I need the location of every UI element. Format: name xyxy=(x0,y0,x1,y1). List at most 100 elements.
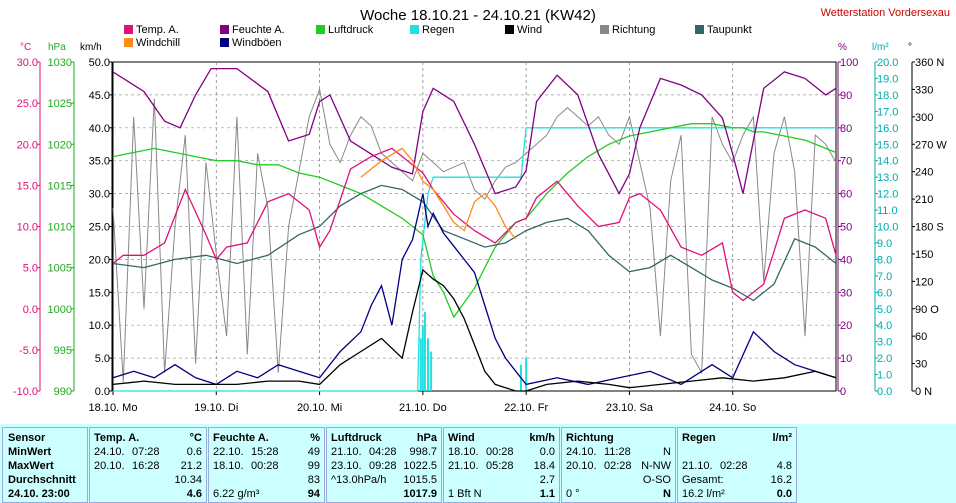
y-tick-label-temp: 5.0 xyxy=(23,263,38,275)
stats-cell-date: 21.10. xyxy=(682,460,713,472)
legend-swatch-taupunkt xyxy=(695,25,704,34)
stats-cell-value: 1.1 xyxy=(539,488,555,500)
stats-panel-4: Richtung 24.10. 11:28 N 20.10. 02:28 N-NW O-SO 0… xyxy=(561,427,676,503)
y-tick-label-dir: 0 N xyxy=(915,386,932,398)
y-tick-label-lm2: 7.0 xyxy=(877,271,892,283)
stats-cell-date: 1 Bft N xyxy=(448,488,482,500)
stats-cell-date: Gesamt: xyxy=(682,474,724,486)
y-tick-label-dir: 270 W xyxy=(915,139,947,151)
stats-row-label: MinWert xyxy=(8,446,52,458)
y-tick-label-lm2: 5.0 xyxy=(877,304,892,316)
weather-chart: Woche 18.10.21 - 24.10.21 (KW42) Wetters… xyxy=(12,7,950,414)
y-tick-label-kmh: 40.0 xyxy=(89,123,110,135)
y-tick-label-lm2: 12.0 xyxy=(877,189,898,201)
stats-panel-unit: °C xyxy=(189,432,202,444)
stats-cell-value: 1017.9 xyxy=(403,488,437,500)
stats-cell-value: 0.6 xyxy=(186,446,202,458)
y-tick-label-dir: 120 xyxy=(915,276,933,288)
legend-label-windchill: Windchill xyxy=(136,37,180,49)
y-tick-label-pct: 30 xyxy=(840,287,852,299)
stats-cell-date: 20.10. xyxy=(566,460,597,472)
stats-cell-time: 16:28 xyxy=(132,460,160,472)
y-tick-label-hpa: 1005 xyxy=(48,263,72,275)
y-tick-label-temp: 25.0 xyxy=(17,98,38,110)
stats-row-label: MaxWert xyxy=(8,460,54,472)
unit-temp: °C xyxy=(20,42,31,53)
stats-panel-unit: % xyxy=(310,432,320,444)
stats-cell-time: 09:28 xyxy=(369,460,397,472)
stats-panel-unit: l/m² xyxy=(772,432,792,444)
y-tick-label-temp: -5.0 xyxy=(19,345,38,357)
stats-panel-unit: km/h xyxy=(529,432,555,444)
x-tick-label: 21.10. Do xyxy=(399,402,447,414)
stats-cell-date: 24.10. xyxy=(94,446,125,458)
rain-bar xyxy=(427,338,430,391)
y-tick-label-kmh: 20.0 xyxy=(89,254,110,266)
y-tick-label-lm2: 13.0 xyxy=(877,172,898,184)
y-tick-label-kmh: 25.0 xyxy=(89,222,110,234)
legend-swatch-temp xyxy=(124,25,133,34)
y-tick-label-dir: 180 S xyxy=(915,222,944,234)
x-tick-label: 19.10. Di xyxy=(194,402,238,414)
series-wind xyxy=(112,268,837,392)
y-tick-label-dir: 30 xyxy=(915,359,927,371)
stats-panel-0: Temp. A. °C 24.10. 07:28 0.6 20.10. 16:28 21.2 1… xyxy=(89,427,207,503)
y-tick-label-temp: -10.0 xyxy=(13,386,38,398)
stats-panel-3: Wind km/h 18.10. 00:28 0.0 21.10. 05:28 18.4 2.7… xyxy=(443,427,560,503)
y-tick-label-kmh: 5.0 xyxy=(95,353,110,365)
series-feuchte xyxy=(112,67,837,196)
y-tick-label-hpa: 1010 xyxy=(48,222,72,234)
stats-cell-value: 1022.5 xyxy=(403,460,437,472)
legend-swatch-wind xyxy=(505,25,514,34)
y-tick-label-dir: 150 xyxy=(915,249,933,261)
y-tick-label-pct: 50 xyxy=(840,222,852,234)
unit-hpa: hPa xyxy=(48,42,66,53)
stats-cell-date: 22.10. xyxy=(213,446,244,458)
stats-row-label: Durchschnitt xyxy=(8,474,76,486)
stats-cell-time: 15:28 xyxy=(251,446,279,458)
stats-panel-sensor: Sensor MinWert MaxWert Durchschnitt 24.10. 2… xyxy=(2,427,88,503)
y-tick-label-dir: 210 xyxy=(915,194,933,206)
legend-label-windboeen: Windböen xyxy=(232,37,282,49)
stats-cell-date: ^13.0hPa/h xyxy=(331,474,387,486)
stats-cell-value: O-SO xyxy=(642,474,671,486)
y-tick-label-kmh: 30.0 xyxy=(89,189,110,201)
statistics-table: Sensor MinWert MaxWert Durchschnitt 24.10. 2… xyxy=(0,424,956,503)
stats-panel-5: Regen l/m² 21.10. 02:28 4.8 Gesamt: 16.2 16.2 … xyxy=(677,427,797,503)
y-tick-label-hpa: 990 xyxy=(54,386,72,398)
y-tick-label-pct: 90 xyxy=(840,90,852,102)
plot-area xyxy=(112,67,837,392)
stats-header: Sensor xyxy=(8,432,46,444)
series-windchill xyxy=(360,147,517,240)
y-tick-label-kmh: 15.0 xyxy=(89,287,110,299)
stats-cell-value: 16.2 xyxy=(770,474,792,486)
y-tick-label-temp: 30.0 xyxy=(17,57,38,69)
stats-cell-time: 00:28 xyxy=(251,460,279,472)
y-tick-label-lm2: 17.0 xyxy=(877,106,898,118)
stats-panel-unit: hPa xyxy=(416,432,437,444)
legend-swatch-feuchte xyxy=(220,25,229,34)
stats-cell-value: 99 xyxy=(307,460,320,472)
y-tick-label-pct: 0 xyxy=(840,386,846,398)
y-tick-label-pct: 70 xyxy=(840,156,852,168)
stats-cell-value: 10.34 xyxy=(174,474,202,486)
y-tick-label-hpa: 1015 xyxy=(48,180,72,192)
rain-bar xyxy=(419,338,422,391)
y-tick-label-kmh: 35.0 xyxy=(89,156,110,168)
y-tick-label-hpa: 1020 xyxy=(48,139,72,151)
stats-cell-value: 83 xyxy=(307,474,320,486)
stats-cell-value: 4.8 xyxy=(776,460,792,472)
stats-cell-value: 2.7 xyxy=(539,474,555,486)
y-tick-label-dir: 360 N xyxy=(915,57,944,69)
stats-cell-time: 02:28 xyxy=(720,460,748,472)
y-tick-label-kmh: 50.0 xyxy=(89,57,110,69)
stats-cell-value: 4.6 xyxy=(186,488,202,500)
legend-label-temp: Temp. A. xyxy=(136,24,179,36)
y-tick-label-temp: 20.0 xyxy=(17,139,38,151)
stats-cell-time: 00:28 xyxy=(486,446,514,458)
stats-cell-date: 16.2 l/m² xyxy=(682,488,725,500)
series-luftdruck xyxy=(112,123,837,319)
unit-lm2: l/m² xyxy=(872,42,889,53)
stats-panel-title: Luftdruck xyxy=(331,432,382,444)
rain-bar xyxy=(421,325,424,391)
